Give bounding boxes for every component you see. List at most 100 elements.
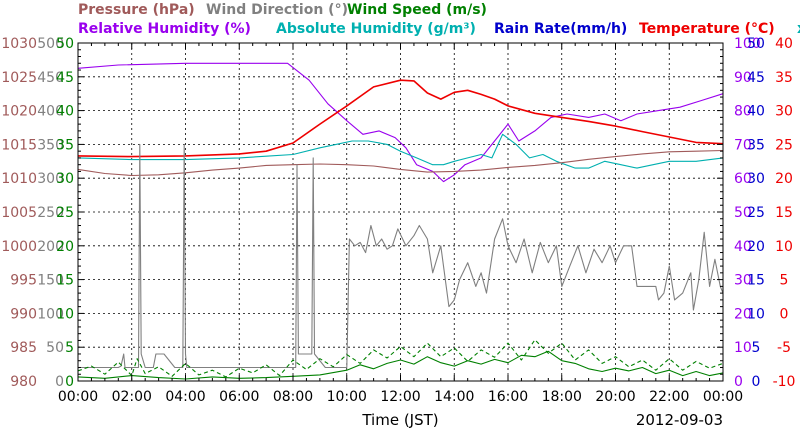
grid-layer: [78, 43, 723, 381]
y-tick-label-wind-direction: 200: [37, 239, 64, 255]
x-tick-label: 10:00: [327, 389, 367, 405]
y-tick-label-temperature: 30: [775, 104, 793, 120]
y-tick-label-relative-humidity: 90: [734, 70, 752, 86]
series-relative-humidity: [77, 62, 724, 183]
y-tick-label-wind-direction: 150: [37, 273, 64, 289]
x-tick-label: 02:00: [112, 389, 152, 405]
y-tick-label-wind-direction: 250: [37, 205, 64, 221]
y-tick-label-wind-speed: 25: [56, 205, 74, 221]
legend-absolute-humidity-g-m: Absolute Humidity (g/m³): [276, 21, 476, 37]
y-tick-label-rain-rate: 5: [752, 340, 761, 356]
y-tick-label-rain-rate: 30: [747, 171, 765, 187]
x-tick-label: 22:00: [649, 389, 689, 405]
y-tick-label-pressure: 995: [10, 273, 37, 289]
y-tick-label-rain-rate: 50: [747, 36, 765, 52]
y-tick-label-relative-humidity: 0: [734, 374, 743, 390]
y-tick-label-relative-humidity: 60: [734, 171, 752, 187]
y-tick-label-wind-speed: 20: [56, 239, 74, 255]
x-axis-title: Time (JST): [361, 411, 438, 429]
y-tick-label-wind-direction: 0: [55, 374, 64, 390]
y-tick-label-relative-humidity: 10: [734, 340, 752, 356]
series-wind-direction: [78, 143, 724, 369]
legend-pressure-hpa: Pressure (hPa): [78, 2, 195, 18]
y-tick-label-temperature: 40: [775, 36, 793, 52]
legend-temperature-c: Temperature (°C): [639, 21, 775, 37]
y-tick-label-temperature: 25: [775, 137, 793, 153]
y-tick-label-pressure: 1010: [1, 171, 37, 187]
series-wind-speed-dashed: [77, 339, 724, 378]
x-tick-label: 12:00: [380, 389, 420, 405]
y-tick-label-wind-speed: 0: [65, 374, 74, 390]
y-tick-label-relative-humidity: 40: [734, 239, 752, 255]
legend-relative-humidity: Relative Humidity (%): [78, 21, 251, 37]
y-tick-label-pressure: 1015: [1, 137, 37, 153]
y-tick-label-wind-direction: 350: [37, 137, 64, 153]
series-temperature: [77, 79, 724, 158]
labels-layer: 1030102510201015101010051000995990985980…: [1, 36, 795, 429]
y-tick-label-rain-rate: 25: [747, 205, 765, 221]
y-tick-label-rain-rate: 45: [747, 70, 765, 86]
x-tick-label: 08:00: [273, 389, 313, 405]
y-tick-label-rain-rate: 0: [752, 374, 761, 390]
y-tick-label-temperature: 35: [775, 70, 793, 86]
y-tick-label-pressure: 1005: [1, 205, 37, 221]
y-tick-label-wind-speed: 50: [56, 36, 74, 52]
y-tick-label-relative-humidity: 30: [734, 273, 752, 289]
y-tick-label-wind-speed: 5: [65, 340, 74, 356]
series-layer: [77, 62, 724, 382]
x-tick-label: 14:00: [434, 389, 474, 405]
x-tick-label: 00:00: [703, 389, 743, 405]
y-tick-label-wind-speed: 15: [56, 273, 74, 289]
y-tick-label-pressure: 990: [10, 306, 37, 322]
x-tick-label: 20:00: [595, 389, 635, 405]
y-tick-label-temperature: 20: [775, 171, 793, 187]
x-tick-label: 04:00: [165, 389, 205, 405]
y-tick-label-temperature: 0: [780, 306, 789, 322]
y-tick-label-pressure: 1025: [1, 70, 37, 86]
y-tick-label-relative-humidity: 80: [734, 104, 752, 120]
y-tick-label-rain-rate: 35: [747, 137, 765, 153]
y-tick-label-relative-humidity: 70: [734, 137, 752, 153]
y-tick-label-wind-speed: 30: [56, 171, 74, 187]
y-tick-label-wind-direction: 300: [37, 171, 64, 187]
y-tick-label-rain-rate: 40: [747, 104, 765, 120]
y-tick-label-temperature: 5: [780, 273, 789, 289]
series-wind-speed-solid: [77, 350, 724, 380]
y-tick-label-pressure: 980: [10, 374, 37, 390]
y-tick-label-wind-speed: 35: [56, 137, 74, 153]
y-tick-label-rain-rate: 15: [747, 273, 765, 289]
x-tick-label: 18:00: [542, 389, 582, 405]
ticks-layer: [77, 42, 724, 382]
y-tick-label-pressure: 1020: [1, 104, 37, 120]
y-tick-label-wind-speed: 40: [56, 104, 74, 120]
y-tick-label-temperature: -5: [777, 340, 791, 356]
x-tick-label: 06:00: [219, 389, 259, 405]
y-tick-label-pressure: 1030: [1, 36, 37, 52]
y-tick-label-wind-speed: 10: [56, 306, 74, 322]
header-layer: Pressure (hPa) Wind Direction (°) Wind Spe…: [78, 2, 800, 37]
y-tick-label-wind-direction: 450: [37, 70, 64, 86]
y-tick-label-wind-direction: 50: [46, 340, 64, 356]
y-tick-label-relative-humidity: 20: [734, 306, 752, 322]
y-tick-label-wind-direction: 100: [37, 306, 64, 322]
y-tick-label-temperature: -10: [773, 374, 796, 390]
y-tick-label-wind-direction: 400: [37, 104, 64, 120]
y-tick-label-temperature: 15: [775, 205, 793, 221]
y-tick-label-wind-speed: 45: [56, 70, 74, 86]
x-tick-label: 00:00: [58, 389, 98, 405]
legend-rain-rate-mm-h: Rain Rate(mm/h): [494, 21, 627, 37]
chart-date: 2012-09-03: [636, 411, 723, 429]
y-tick-label-wind-direction: 500: [37, 36, 64, 52]
y-tick-label-rain-rate: 10: [747, 306, 765, 322]
y-tick-label-relative-humidity: 100: [734, 36, 761, 52]
legend-wind-direction: Wind Direction (°): [206, 2, 348, 18]
series-absolute-humidity-x0-3: [77, 133, 724, 169]
series-pressure: [77, 149, 724, 177]
y-tick-label-rain-rate: 20: [747, 239, 765, 255]
legend-wind-speed-m-s: Wind Speed (m/s): [347, 2, 487, 18]
y-tick-label-temperature: 10: [775, 239, 793, 255]
legend-x0-3: x0.3: [797, 21, 800, 37]
y-tick-label-relative-humidity: 50: [734, 205, 752, 221]
y-tick-label-pressure: 985: [10, 340, 37, 356]
